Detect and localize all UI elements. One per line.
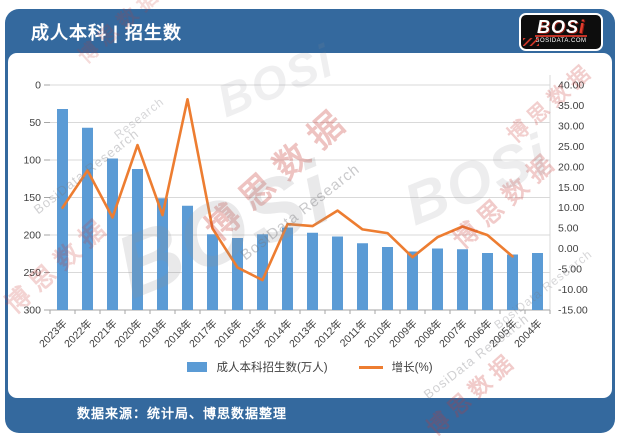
bar-2005年 [507,254,518,310]
y-left-tick-label: 250 [23,267,41,279]
bar-2012年 [332,236,343,310]
bar-2004年 [532,253,543,310]
y-right-tick-label: 40.00 [558,80,584,92]
bar-2015年 [257,234,268,310]
chart-area: 300 250 200 150 100 50 0 40.00 35.00 30.00 25.00 20… [8,53,612,360]
y-left-tick-label: 50 [29,117,41,129]
y-right-tick-label: 5.00 [558,223,579,235]
y-left-tick-label: 0 [35,80,41,92]
bar-2009年 [407,251,418,310]
header: 成人本科 | 招生数 BOSi BOSIDATA.COM [5,9,615,52]
y-right-tick-label: -15.00 [558,305,588,317]
bar-2021年 [107,158,118,310]
growth-line [61,97,514,282]
legend-line-swatch [358,365,383,369]
chart-card: 300 250 200 150 100 50 0 40.00 35.00 30.00 25.00 20… [8,53,612,398]
legend-bar-label: 成人本科招生数(万人) [216,362,328,374]
bar-2010年 [382,247,393,310]
y-left-tick-label: 300 [23,305,41,317]
bar-2018年 [182,205,193,310]
bars-series [57,109,543,310]
x-tick-label: 2004年 [511,317,544,350]
x-tick-label: 2012年 [311,317,344,350]
y-right-tick-label: 25.00 [558,141,584,153]
legend-line-label: 增长(%) [391,362,433,374]
bar-2022年 [82,127,93,310]
data-source-text: 数据来源：统计局、博思数据整理 [77,406,288,421]
y-right-tick-label: 30.00 [558,120,584,132]
bar-2014年 [282,227,293,310]
y-right-tick-label: -10.00 [558,284,588,296]
bar-2020年 [132,169,143,310]
y-left-tick-label: 100 [23,155,41,167]
legend-bar-swatch [187,362,208,372]
y-axis-right: 40.00 35.00 30.00 25.00 20.00 15.00 10.00 5.00 0… [549,75,588,317]
bar-2019年 [157,198,168,310]
bar-2008年 [432,248,443,310]
bar-2016年 [232,238,243,310]
y-right-tick-label: 35.00 [558,100,584,112]
legend: 成人本科招生数(万人) 增长(%) [8,359,612,375]
page-title: 成人本科 | 招生数 [31,22,183,43]
bar-2007年 [457,249,468,310]
y-right-tick-label: 20.00 [558,161,584,173]
y-right-tick-label: 15.00 [558,182,584,194]
bar-2013年 [307,232,318,310]
logo-subtext: BOSIDATA.COM [535,34,587,45]
bar-2006年 [482,253,493,310]
logo-text: BOSi [536,16,586,37]
blue-panel: 成人本科 | 招生数 BOSi BOSIDATA.COM 300 250 200 15… [5,9,615,433]
bosi-logo: BOSi BOSIDATA.COM [519,12,603,51]
logo-stripes-decoration [523,37,539,46]
logo-text-i: i [579,16,586,37]
y-right-tick-label: -5.00 [558,264,582,276]
y-left-tick-label: 200 [23,230,41,242]
bar-2017年 [207,234,218,310]
y-axis-left: 300 250 200 150 100 50 0 [23,80,50,317]
bar-2023年 [57,109,68,310]
chart-svg: 300 250 200 150 100 50 0 40.00 35.00 30.00 25.00 20… [23,75,588,350]
y-right-tick-label: 10.00 [558,202,584,214]
bar-2011年 [357,243,368,310]
y-right-tick-label: 0.00 [558,243,579,255]
y-left-tick-label: 150 [23,192,41,204]
x-axis: 2023年2022年2021年2020年2019年2018年2017年2016年… [36,309,551,350]
